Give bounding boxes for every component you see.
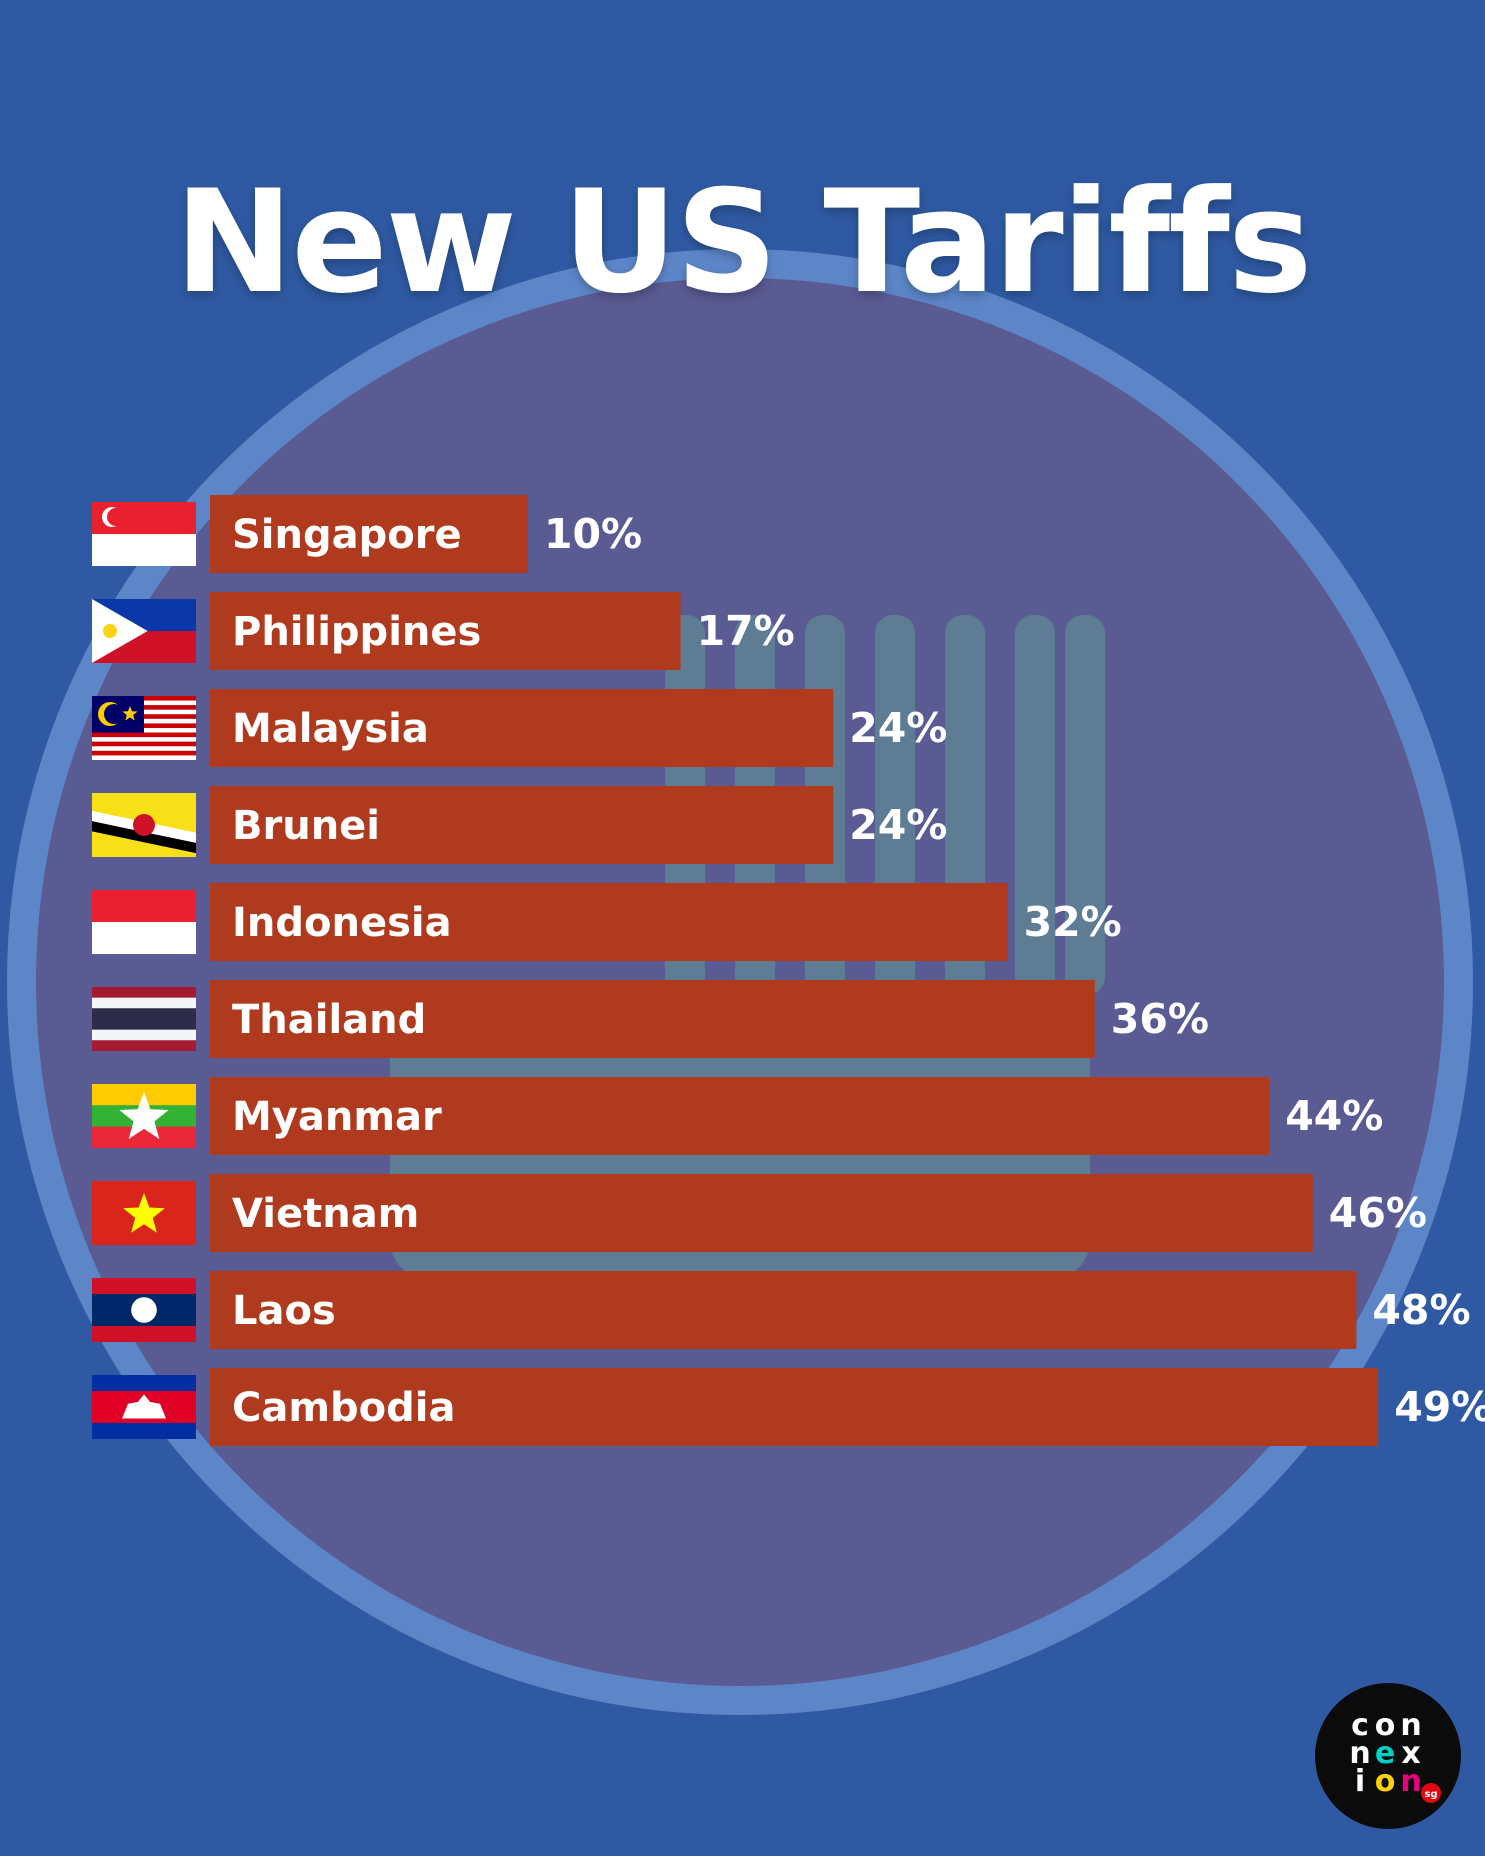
philippines-flag-icon (92, 599, 196, 663)
bar-value-label: 17% (697, 607, 795, 655)
svg-text:n: n (1349, 1736, 1370, 1771)
bar-label: Myanmar (232, 1094, 442, 1140)
bar-value-label: 44% (1285, 1092, 1383, 1140)
bar (210, 1174, 1313, 1252)
bar-value-label: 46% (1329, 1189, 1427, 1237)
bar-label: Brunei (232, 803, 380, 849)
bar-row-indonesia: Indonesia 32% (92, 883, 1122, 961)
vietnam-flag-icon (92, 1181, 196, 1245)
bar (210, 786, 834, 864)
thailand-flag-icon (92, 987, 196, 1051)
cambodia-flag-icon (92, 1375, 196, 1439)
myanmar-star-icon (119, 1092, 169, 1139)
brunei-flag-icon (92, 793, 196, 857)
bar (210, 1271, 1357, 1349)
svg-text:c: c (1351, 1708, 1369, 1743)
bar-row-vietnam: Vietnam 46% (92, 1174, 1427, 1252)
bar-label: Indonesia (232, 900, 452, 946)
bar-row-thailand: Thailand 36% (92, 980, 1209, 1058)
svg-text:o: o (1375, 1708, 1396, 1743)
bar-row-laos: Laos 48% (92, 1271, 1471, 1349)
bar-value-label: 32% (1024, 898, 1122, 946)
bar-row-brunei: Brunei 24% (92, 786, 947, 864)
svg-text:n: n (1400, 1764, 1421, 1799)
svg-text:sg: sg (1424, 1789, 1437, 1800)
indonesia-flag-icon (92, 890, 196, 954)
malaysia-star-icon (122, 706, 138, 721)
bar (210, 495, 528, 573)
bar-row-malaysia: Malaysia 24% (92, 689, 947, 767)
bar-label: Malaysia (232, 706, 429, 752)
bar (210, 1077, 1270, 1155)
bar-row-singapore: Singapore 10% (92, 495, 642, 573)
bar-value-label: 49% (1394, 1383, 1485, 1431)
bar-value-label: 36% (1111, 995, 1209, 1043)
bar-label: Laos (232, 1288, 336, 1334)
svg-text:x: x (1401, 1736, 1420, 1771)
vietnam-star-icon (123, 1193, 165, 1233)
myanmar-flag-icon (92, 1084, 196, 1148)
bar-value-label: 10% (544, 510, 642, 558)
page-title: New US Tariffs (174, 160, 1313, 325)
bar-value-label: 24% (849, 704, 947, 752)
bar-label: Thailand (232, 997, 426, 1043)
laos-flag-icon (92, 1278, 196, 1342)
svg-text:i: i (1355, 1764, 1365, 1799)
bar (210, 883, 1008, 961)
bar-label: Vietnam (232, 1191, 419, 1237)
bar (210, 1368, 1379, 1446)
bar (210, 592, 681, 670)
emblem-outer-ring (7, 249, 1473, 1715)
bar (210, 689, 834, 767)
bar-row-philippines: Philippines 17% (92, 592, 795, 670)
bar-row-myanmar: Myanmar 44% (92, 1077, 1383, 1155)
bar-value-label: 48% (1372, 1286, 1470, 1334)
bar-label: Philippines (232, 609, 481, 655)
singapore-flag-icon (92, 502, 196, 566)
bar-row-cambodia: Cambodia 49% (92, 1368, 1485, 1446)
svg-text:n: n (1400, 1708, 1421, 1743)
bar-label: Cambodia (232, 1385, 455, 1431)
bar-value-label: 24% (849, 801, 947, 849)
bar (210, 980, 1095, 1058)
svg-text:o: o (1375, 1764, 1396, 1799)
malaysia-flag-icon (92, 696, 196, 760)
svg-text:e: e (1375, 1736, 1395, 1771)
bar-label: Singapore (232, 512, 462, 558)
